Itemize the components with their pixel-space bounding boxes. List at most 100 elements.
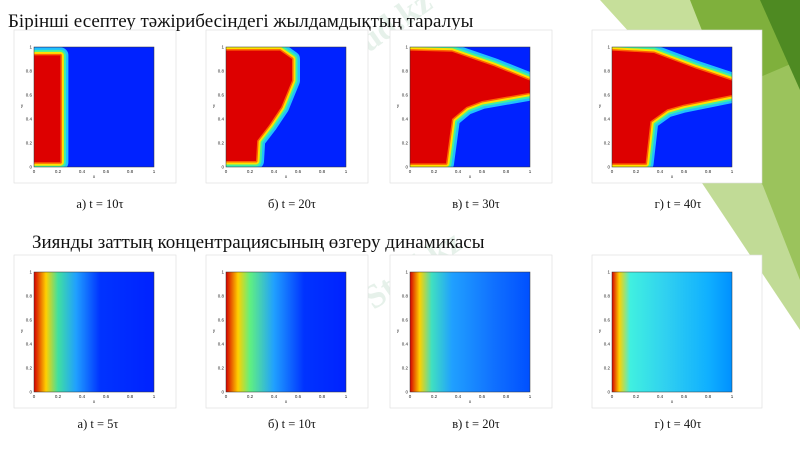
y-tick-label: 0.6 [604,318,611,323]
y-tick-label: 0.8 [604,69,611,74]
x-tick-label: 1 [345,394,348,399]
y-tick-label: 0.8 [402,294,409,299]
contour [226,272,346,392]
x-tick-label: 0.2 [633,169,640,174]
contour [34,272,154,392]
axes [409,46,531,168]
caption: г) t = 40τ [655,417,702,431]
y-tick-label: 0.6 [604,93,611,98]
plot-panel: 00 0.2 0.2 0.4 0.4 0.6 0.6 0.8 0.8 1 1 x y [389,29,553,184]
x-tick-label: 0.2 [431,169,438,174]
y-tick-label: 1 [405,45,408,50]
x-tick-label: 0.6 [295,169,302,174]
axes [33,46,155,168]
y-tick-label: 0.8 [26,294,33,299]
y-tick-label: 0.4 [402,117,409,122]
y-tick-label: 0.2 [402,141,409,146]
x-tick-label: 0 [225,169,228,174]
y-tick-label: 0.6 [402,318,409,323]
y-tick-label: 0.2 [218,141,225,146]
x-tick-label: 0 [409,394,412,399]
y-tick-label: 0 [221,390,224,395]
y-axis-label: y [599,103,602,108]
contour [410,272,530,392]
x-tick-label: 0 [225,394,228,399]
plot-panel: 00 0.2 0.2 0.4 0.4 0.6 0.6 0.8 0.8 1 1 x y [13,29,177,184]
axes [33,271,155,393]
plot-panel: 00 0.2 0.2 0.4 0.4 0.6 0.6 0.8 0.8 1 1 x y [591,29,763,184]
x-tick-label: 0.8 [127,394,134,399]
caption: г) t = 40τ [655,197,702,211]
x-tick-label: 0 [33,169,36,174]
y-tick-label: 0.6 [218,93,225,98]
x-tick-label: 0.2 [633,394,640,399]
x-axis-label: x [93,399,96,404]
x-axis-label: x [469,174,472,179]
y-axis-label: y [21,328,24,333]
y-tick-label: 0.6 [26,93,33,98]
x-tick-label: 0.4 [455,394,462,399]
contour [226,47,346,167]
heading: Бірінші есептеу тәжірибесіндегі жылдамды… [8,11,474,32]
y-axis-label: y [599,328,602,333]
contour [612,272,732,392]
y-tick-label: 0.2 [26,141,33,146]
contour [410,47,530,167]
x-axis-label: x [285,174,288,179]
axes [611,46,733,168]
y-tick-label: 1 [221,45,224,50]
y-axis-label: y [397,328,400,333]
y-tick-label: 0.2 [26,366,33,371]
y-tick-label: 0.6 [402,93,409,98]
x-tick-label: 1 [345,169,348,174]
x-tick-label: 0.8 [127,169,134,174]
contour-bg [226,272,346,392]
caption: в) t = 20τ [452,417,500,431]
contour-bg [612,272,732,392]
x-tick-label: 0.2 [55,169,62,174]
y-axis-label: y [397,103,400,108]
y-tick-label: 1 [607,45,610,50]
y-tick-label: 0.2 [402,366,409,371]
plot-panel: 00 0.2 0.2 0.4 0.4 0.6 0.6 0.8 0.8 1 1 x y [205,29,369,184]
x-tick-label: 0.6 [479,394,486,399]
x-tick-label: 0.8 [503,394,510,399]
caption: в) t = 30τ [452,197,500,211]
plot-panel: 00 0.2 0.2 0.4 0.4 0.6 0.6 0.8 0.8 1 1 x y [205,254,369,409]
x-tick-label: 0.8 [705,394,712,399]
x-tick-label: 0.4 [79,394,86,399]
plot-panel: 00 0.2 0.2 0.4 0.4 0.6 0.6 0.8 0.8 1 1 x y [591,254,763,409]
y-tick-label: 0 [405,165,408,170]
y-tick-label: 0.6 [218,318,225,323]
x-tick-label: 0.2 [55,394,62,399]
y-tick-label: 0.4 [218,117,225,122]
y-tick-label: 1 [221,270,224,275]
y-tick-label: 0 [607,390,610,395]
x-tick-label: 0.2 [247,169,254,174]
contour-bg [410,272,530,392]
y-axis-label: y [213,328,216,333]
contour-core [226,50,292,161]
y-tick-label: 1 [405,270,408,275]
y-tick-label: 1 [29,45,32,50]
y-tick-label: 0.4 [604,117,611,122]
x-tick-label: 0.6 [479,169,486,174]
x-tick-label: 0.2 [247,394,254,399]
y-tick-label: 0.6 [26,318,33,323]
x-tick-label: 1 [731,394,734,399]
x-axis-label: x [671,399,674,404]
y-tick-label: 0 [221,165,224,170]
x-tick-label: 0.4 [657,394,664,399]
axes [225,271,347,393]
x-tick-label: 0.2 [431,394,438,399]
y-tick-label: 0.4 [26,342,33,347]
contour-core [612,50,732,164]
x-tick-label: 0.8 [503,169,510,174]
x-tick-label: 0 [409,169,412,174]
x-tick-label: 0.6 [103,169,110,174]
x-tick-label: 0.8 [705,169,712,174]
y-tick-label: 0.4 [604,342,611,347]
x-tick-label: 0.6 [295,394,302,399]
x-tick-label: 0.8 [319,169,326,174]
